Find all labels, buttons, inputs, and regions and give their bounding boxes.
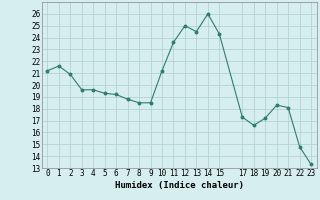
X-axis label: Humidex (Indice chaleur): Humidex (Indice chaleur) <box>115 181 244 190</box>
